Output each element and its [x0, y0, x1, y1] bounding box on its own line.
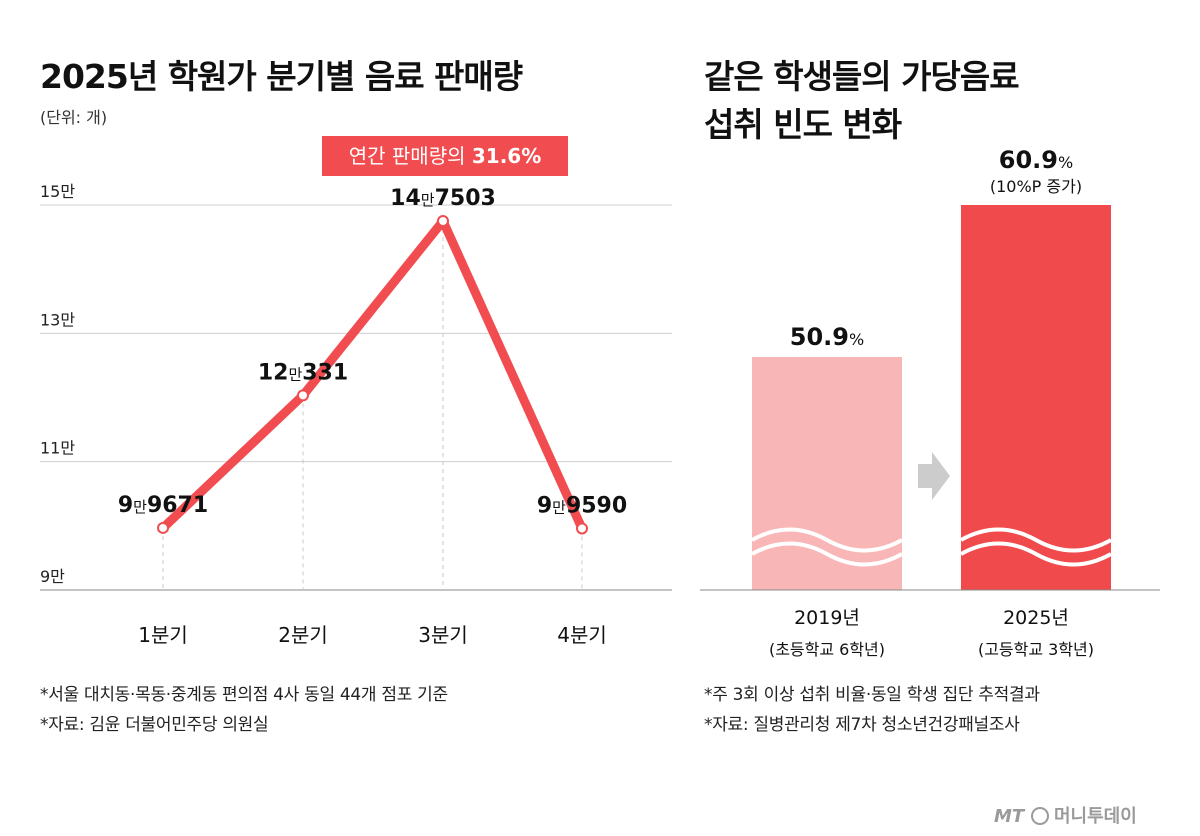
y-tick-label: 13만 — [40, 310, 75, 329]
logo-mark: MT — [994, 806, 1026, 827]
data-label-num: 9 — [537, 493, 552, 518]
callout-box — [322, 136, 568, 176]
bar — [961, 205, 1111, 590]
axis-break-wave — [960, 541, 1112, 567]
bar-value-unit: % — [1058, 153, 1073, 172]
data-label-rest: 9671 — [147, 493, 208, 518]
unit-label: (단위: 개) — [40, 108, 108, 127]
data-label-rest: 331 — [302, 360, 348, 385]
bar-value-unit: % — [849, 330, 864, 349]
axis-break-wave — [751, 541, 903, 567]
data-point — [157, 521, 169, 534]
axis-break-wave — [960, 527, 1112, 553]
data-point — [437, 215, 449, 228]
bar-value-num: 50.9 — [790, 323, 849, 351]
data-label-num: 14 — [390, 186, 421, 211]
x-tick-label: 1분기 — [138, 623, 188, 647]
arrow-right-icon — [918, 452, 950, 500]
y-tick-label: 9만 — [40, 567, 65, 586]
y-tick-label: 11만 — [40, 439, 75, 458]
logo-icon — [1031, 807, 1049, 825]
data-label: 9만9671 — [118, 493, 208, 518]
bar-category-label: 2025년 — [1003, 607, 1069, 629]
data-label-rest: 9590 — [566, 493, 627, 518]
data-label-unit: 만 — [421, 191, 435, 209]
data-label-unit: 만 — [552, 498, 566, 516]
left-chart-title: 2025년 학원가 분기별 음료 판매량 — [40, 57, 523, 96]
y-tick-label: 15만 — [40, 182, 75, 201]
logo: MT 머니투데이 — [994, 806, 1137, 827]
axis-break-wave — [751, 527, 903, 553]
bar-subcategory-label: (초등학교 6학년) — [769, 640, 885, 659]
left-note-1: *서울 대치동·목동·중계동 편의점 4사 동일 44개 점포 기준 — [40, 685, 448, 705]
right-chart-title-line2: 섭취 빈도 변화 — [704, 105, 902, 144]
callout-prefix: 연간 판매량의 — [349, 144, 472, 168]
callout-value: 31.6% — [472, 144, 541, 168]
increase-annotation: (10%P 증가) — [990, 177, 1082, 196]
data-label: 9만9590 — [537, 493, 627, 518]
x-tick-label: 2분기 — [278, 623, 328, 647]
data-label: 14만7503 — [390, 186, 496, 211]
data-label-unit: 만 — [133, 498, 147, 516]
x-tick-label: 3분기 — [418, 623, 468, 647]
x-tick-label: 4분기 — [557, 623, 607, 647]
bar-value-label: 50.9% — [790, 323, 864, 351]
right-note-2: *자료: 질병관리청 제7차 청소년건강패널조사 — [704, 715, 1020, 735]
data-label: 12만331 — [258, 360, 348, 385]
left-note-2: *자료: 김윤 더불어민주당 의원실 — [40, 715, 269, 735]
data-label-num: 9 — [118, 493, 133, 518]
data-point — [297, 389, 309, 402]
data-label-unit: 만 — [288, 365, 302, 383]
data-point — [576, 522, 588, 535]
right-note-1: *주 3회 이상 섭취 비율·동일 학생 집단 추적결과 — [704, 685, 1040, 705]
series-line — [158, 216, 587, 533]
bar-value-label: 60.9% — [999, 146, 1073, 174]
callout-text: 연간 판매량의 31.6% — [349, 144, 542, 168]
bar-subcategory-label: (고등학교 3학년) — [978, 640, 1094, 659]
data-label-num: 12 — [258, 360, 289, 385]
right-chart-title-line1: 같은 학생들의 가당음료 — [704, 57, 1020, 96]
bar-value-num: 60.9 — [999, 146, 1058, 174]
data-label-rest: 7503 — [435, 186, 496, 211]
logo-text: 머니투데이 — [1054, 806, 1137, 827]
bar-category-label: 2019년 — [794, 607, 860, 629]
bar-chart: 50.9% 2019년 (초등학교 6학년) 60.9% 2025년 (고등학교 3학년)… — [700, 146, 1160, 659]
